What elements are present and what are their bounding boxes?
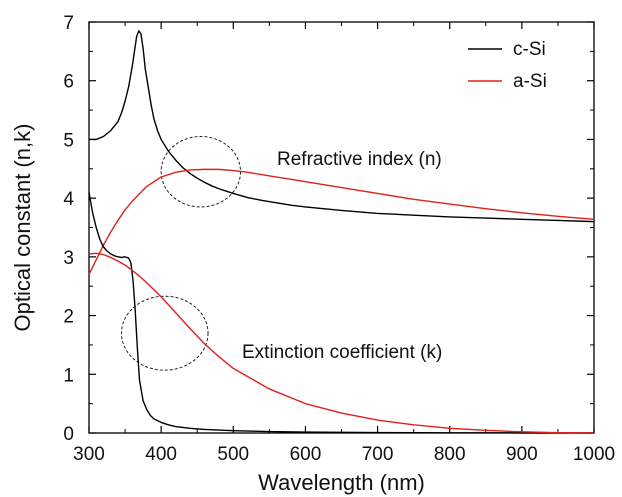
x-tick-label: 500 [217, 444, 249, 465]
y-axis-title: Optical constant (n,k) [10, 124, 35, 332]
annotation-ellipse [160, 135, 241, 208]
x-tick-label: 600 [290, 444, 322, 465]
x-tick-label: 300 [73, 444, 105, 465]
x-tick-label: 400 [145, 444, 177, 465]
series-line-a-si-k [88, 252, 595, 434]
series-line-c-si-k [88, 192, 595, 434]
y-tick-label: 2 [63, 307, 74, 328]
x-axis-title: Wavelength (nm) [258, 470, 425, 495]
y-tick-label: 5 [63, 130, 74, 151]
series-line-c-si-n [89, 30, 595, 223]
x-tick-label: 800 [434, 444, 466, 465]
y-tick-label: 0 [63, 424, 74, 445]
y-tick-label: 1 [63, 365, 74, 386]
legend: c-Si a-Si [468, 39, 547, 92]
x-tick-label: 900 [506, 444, 538, 465]
annotation-refractive-index: Refractive index (n) [277, 149, 442, 170]
legend-label-c-si: c-Si [513, 39, 546, 60]
y-tick-label: 7 [63, 13, 74, 34]
legend-label-a-si: a-Si [513, 71, 547, 92]
axis-ticks [88, 21, 595, 434]
y-tick-label: 3 [63, 248, 74, 269]
annotation-extinction-coefficient: Extinction coefficient (k) [242, 342, 442, 363]
annotation-ellipse [120, 295, 209, 371]
x-tick-label: 1000 [573, 444, 615, 465]
x-tick-label: 700 [362, 444, 394, 465]
y-tick-label: 6 [63, 72, 74, 93]
data-series [88, 30, 595, 434]
series-line-a-si-n [88, 168, 595, 275]
y-tick-label: 4 [63, 189, 74, 210]
axis-tick-labels: 300 400 500 600 700 800 900 1000 0 1 2 3 4 5 6 7 [63, 13, 615, 465]
